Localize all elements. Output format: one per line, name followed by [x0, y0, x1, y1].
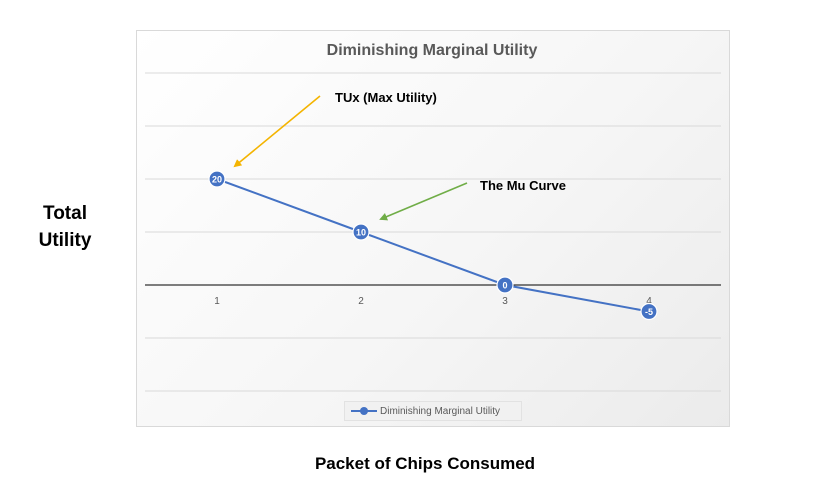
legend: Diminishing Marginal Utility: [344, 401, 522, 421]
data-point: [496, 276, 514, 294]
annotation-arrow: [233, 95, 321, 168]
legend-label: Diminishing Marginal Utility: [380, 405, 501, 417]
annotation-label: TUx (Max Utility): [335, 90, 437, 105]
data-label: 20: [212, 175, 222, 185]
x-tick-label: 4: [646, 296, 652, 307]
x-tick-label: 1: [214, 296, 220, 307]
series-line: [216, 178, 650, 313]
chart-area: [136, 30, 730, 427]
x-tick-label: 3: [502, 296, 508, 307]
data-label: 10: [356, 228, 366, 238]
data-label: 0: [502, 281, 507, 291]
chart-title: Diminishing Marginal Utility: [327, 42, 538, 59]
x-axis-title: Packet of Chips Consumed: [314, 454, 536, 473]
annotation-label: The Mu Curve: [480, 178, 566, 193]
data-point: [640, 302, 658, 321]
data-point: [352, 223, 370, 241]
y-axis-title: Total Utility: [38, 203, 92, 251]
x-tick-label: 2: [358, 296, 364, 307]
data-label: -5: [645, 307, 653, 317]
legend-marker: [351, 406, 377, 416]
annotation-arrow: [379, 182, 468, 221]
data-point: [208, 170, 226, 188]
